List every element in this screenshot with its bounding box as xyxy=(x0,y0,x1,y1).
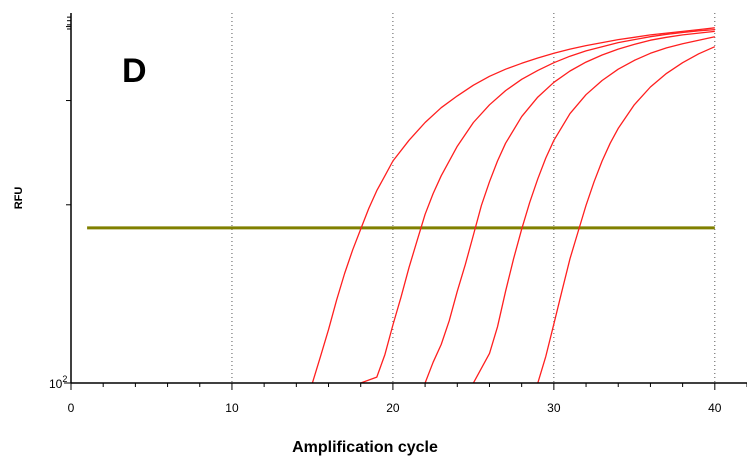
y-axis-title: RFU xyxy=(13,187,25,210)
amplification-curve-3 xyxy=(424,30,715,384)
panel-label: D xyxy=(122,52,147,90)
amplification-curve-5 xyxy=(537,46,716,384)
amplification-curve-1 xyxy=(311,27,715,384)
axes xyxy=(64,13,747,390)
y-tick-label-100: 102 xyxy=(49,374,67,391)
x-tick-label-30: 30 xyxy=(547,401,561,415)
grid-lines xyxy=(231,13,716,383)
x-tick-label-0: 0 xyxy=(68,401,75,415)
x-tick-label-10: 10 xyxy=(225,401,239,415)
series-layer xyxy=(311,27,716,384)
x-tick-label-40: 40 xyxy=(708,401,722,415)
x-axis-title: Amplification cycle xyxy=(292,439,438,456)
x-tick-label-20: 20 xyxy=(386,401,400,415)
amplification-curve-2 xyxy=(360,28,715,384)
amplification-curve-4 xyxy=(472,36,715,384)
labels: 0 10 20 30 40 102 Amplification cycle RFU D xyxy=(13,52,722,456)
